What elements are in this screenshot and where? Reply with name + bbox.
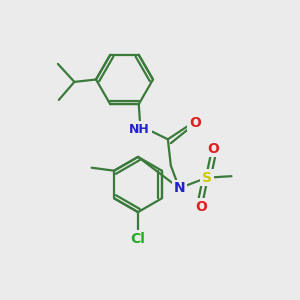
Text: Cl: Cl	[130, 232, 146, 246]
Text: N: N	[173, 181, 185, 195]
Text: O: O	[195, 200, 207, 214]
Text: O: O	[207, 142, 219, 156]
Text: O: O	[189, 116, 201, 130]
Text: S: S	[202, 171, 212, 185]
Text: NH: NH	[129, 123, 150, 136]
